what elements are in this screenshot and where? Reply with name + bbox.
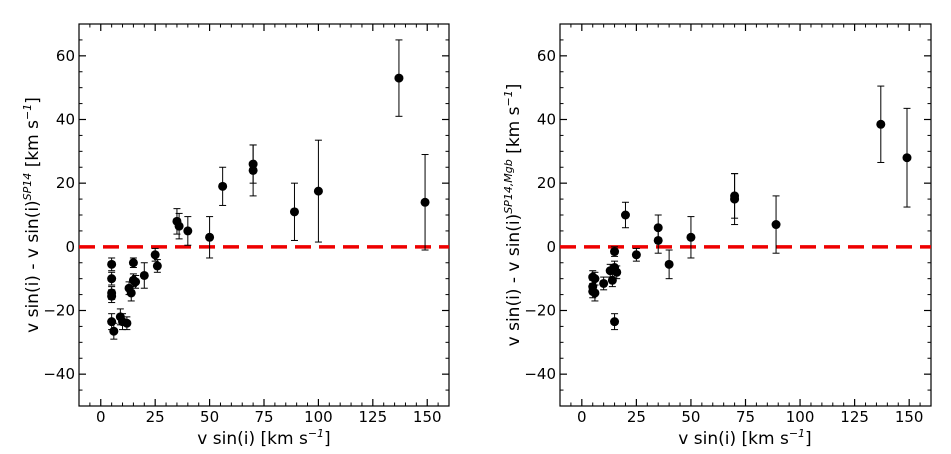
left-data-point bbox=[107, 259, 117, 269]
right-plot-frame bbox=[559, 23, 932, 407]
left-y-tick-label: −20 bbox=[43, 302, 75, 320]
right-data-point bbox=[902, 153, 912, 163]
right-x-tick-label: 125 bbox=[840, 408, 869, 426]
left-y-tick-label: 20 bbox=[56, 174, 75, 192]
left-data-point bbox=[205, 232, 215, 242]
left-x-tick-label: 75 bbox=[254, 408, 273, 426]
right-x-tick-label: 25 bbox=[627, 408, 646, 426]
right-data-point bbox=[686, 232, 696, 242]
right-data-point bbox=[607, 275, 617, 285]
left-data-point bbox=[313, 186, 323, 196]
left-data-point bbox=[122, 318, 132, 328]
left-x-axis-label: v sin(i) [km s−1] bbox=[197, 427, 330, 449]
left-data-point bbox=[289, 207, 299, 217]
right-y-tick-label: 60 bbox=[537, 47, 556, 65]
left-data-point bbox=[131, 277, 141, 287]
left-y-axis-label: v sin(i) - v sin(i)SP14 [km s−1] bbox=[21, 97, 43, 333]
left-data-point bbox=[174, 221, 184, 231]
right-x-tick-label: 0 bbox=[577, 408, 587, 426]
left-ticks: 0 25 50 75 100 125 150 −40 −20 0 20 40 60 bbox=[43, 23, 450, 426]
left-x-tick-label: 25 bbox=[146, 408, 165, 426]
left-data-point bbox=[150, 250, 160, 260]
left-data-point bbox=[139, 270, 149, 280]
right-y-tick-label: −20 bbox=[524, 302, 556, 320]
left-data-point bbox=[107, 317, 117, 327]
right-data-points bbox=[588, 85, 912, 331]
left-x-tick-label: 50 bbox=[200, 408, 219, 426]
left-data-point bbox=[109, 326, 119, 336]
left-x-tick-label: 0 bbox=[96, 408, 106, 426]
left-y-tick-label: −40 bbox=[43, 365, 75, 383]
right-data-point bbox=[590, 288, 600, 298]
right-ticks: 0 25 50 75 100 125 150 −40 −20 0 20 40 60 bbox=[524, 23, 932, 426]
right-data-point bbox=[730, 194, 740, 204]
right-data-point bbox=[620, 210, 630, 220]
right-x-tick-label: 50 bbox=[681, 408, 700, 426]
left-data-points bbox=[107, 39, 430, 340]
left-data-point bbox=[218, 181, 228, 191]
right-data-point bbox=[653, 235, 663, 245]
right-x-axis-label: v sin(i) [km s−1] bbox=[678, 427, 811, 449]
right-chart-panel: 0 25 50 75 100 125 150 −40 −20 0 20 40 60 v sin(i) [… bbox=[502, 23, 932, 449]
left-y-tick-label: 40 bbox=[56, 111, 75, 129]
left-data-point bbox=[394, 73, 404, 83]
right-y-tick-label: 20 bbox=[537, 174, 556, 192]
left-data-point bbox=[126, 288, 136, 298]
right-y-tick-label: −40 bbox=[524, 365, 556, 383]
left-data-point bbox=[152, 261, 162, 271]
right-data-point bbox=[610, 317, 620, 327]
right-y-axis-label: v sin(i) - v sin(i)SP14,Mgb [km s−1] bbox=[502, 84, 524, 347]
left-x-tick-label: 150 bbox=[413, 408, 442, 426]
right-data-point bbox=[876, 119, 886, 129]
left-x-tick-label: 125 bbox=[359, 408, 388, 426]
right-x-tick-label: 150 bbox=[895, 408, 924, 426]
left-data-point bbox=[128, 258, 138, 268]
left-y-tick-label: 0 bbox=[65, 238, 75, 256]
right-data-point bbox=[599, 278, 609, 288]
left-chart-panel: 0 25 50 75 100 125 150 −40 −20 0 20 40 60 v sin(i) [… bbox=[21, 23, 450, 449]
right-data-point bbox=[612, 267, 622, 277]
right-data-point bbox=[771, 220, 781, 230]
left-data-point bbox=[183, 226, 193, 236]
right-data-point bbox=[590, 274, 600, 284]
left-data-point bbox=[107, 291, 117, 301]
right-data-point bbox=[610, 247, 620, 257]
left-x-tick-label: 100 bbox=[304, 408, 333, 426]
left-plot-frame bbox=[78, 23, 450, 407]
left-data-point bbox=[248, 165, 258, 175]
right-y-tick-label: 40 bbox=[537, 111, 556, 129]
left-y-tick-label: 60 bbox=[56, 47, 75, 65]
right-data-point bbox=[664, 259, 674, 269]
right-y-tick-label: 0 bbox=[546, 238, 556, 256]
left-data-point bbox=[107, 274, 117, 284]
left-data-point bbox=[420, 197, 430, 207]
right-data-point bbox=[631, 250, 641, 260]
right-x-tick-label: 100 bbox=[786, 408, 815, 426]
right-x-tick-label: 75 bbox=[736, 408, 755, 426]
